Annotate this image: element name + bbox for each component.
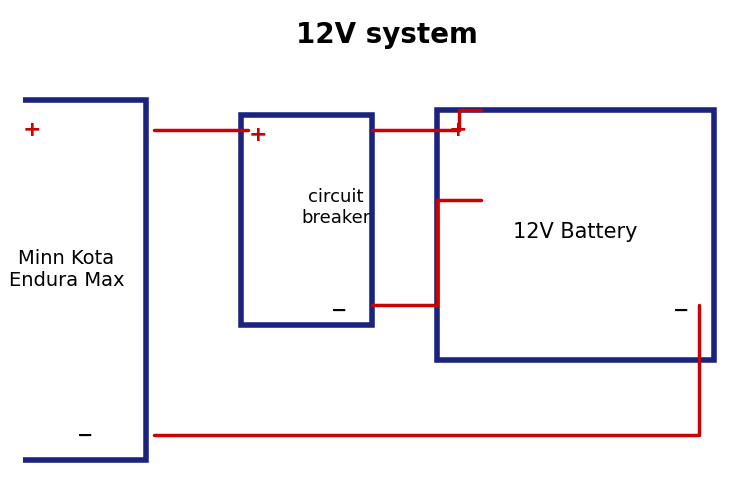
FancyBboxPatch shape	[437, 110, 714, 360]
Text: circuit
breaker: circuit breaker	[301, 188, 370, 227]
Text: −: −	[76, 426, 93, 444]
FancyBboxPatch shape	[0, 100, 146, 460]
Text: Minn Kota
Endura Max: Minn Kota Endura Max	[9, 250, 124, 290]
Text: 12V system: 12V system	[296, 21, 477, 49]
FancyBboxPatch shape	[241, 115, 372, 325]
Text: +: +	[22, 120, 41, 140]
Text: −: −	[331, 300, 347, 320]
Text: 12V Battery: 12V Battery	[513, 222, 638, 242]
Text: −: −	[673, 300, 689, 320]
Text: +: +	[248, 125, 267, 145]
Text: +: +	[448, 120, 466, 140]
